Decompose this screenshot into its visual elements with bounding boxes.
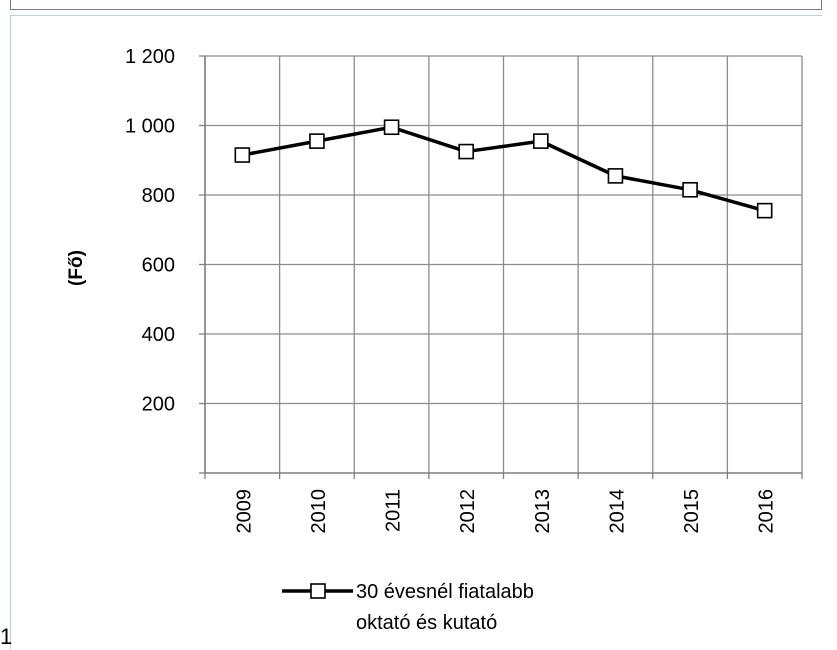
data-point-marker (383, 119, 400, 136)
legend-label-line-1: 30 évesnél fiatalabb (356, 581, 534, 603)
data-point-marker (756, 202, 773, 219)
data-point-marker (533, 133, 549, 149)
x-tick-label: 2013 (532, 489, 554, 534)
top-border-strip (10, 0, 822, 10)
legend-marker-square (310, 583, 326, 599)
x-tick-label: 2014 (606, 489, 628, 534)
x-tick-label: 2011 (383, 489, 405, 532)
data-point-marker (309, 133, 325, 149)
x-tick-label: 2016 (756, 489, 778, 534)
y-tick-label: 800 (142, 185, 175, 207)
legend: 30 évesnél fiatalabb oktató és kutató (282, 581, 534, 634)
data-point-marker (234, 147, 251, 163)
page-number: 1 (0, 624, 13, 649)
legend-label-line-2: oktató és kutató (356, 612, 497, 634)
y-axis-label: (Fő) (66, 250, 87, 286)
x-tick-label: 2010 (308, 489, 330, 534)
data-point-marker (458, 143, 474, 160)
x-tick-label: 2009 (233, 489, 255, 534)
x-tick-label: 2012 (457, 489, 479, 534)
data-point-marker (607, 168, 624, 184)
y-tick-label: 1 200 (125, 46, 175, 68)
series-line (241, 125, 766, 213)
grid-lines (204, 55, 803, 473)
y-tick-label: 1 000 (125, 116, 175, 138)
data-point-marker (682, 181, 698, 198)
axes (199, 55, 803, 479)
chart-frame (10, 15, 822, 649)
y-tick-label: 400 (142, 324, 175, 346)
x-tick-label: 2015 (681, 489, 703, 534)
y-tick-label: 200 (142, 394, 175, 416)
tick-labels: 200 400 600 800 1 000 1 200 2009 2010 2011 2012 20… (125, 46, 778, 534)
series-layer (234, 119, 773, 219)
y-tick-label: 600 (142, 255, 175, 277)
